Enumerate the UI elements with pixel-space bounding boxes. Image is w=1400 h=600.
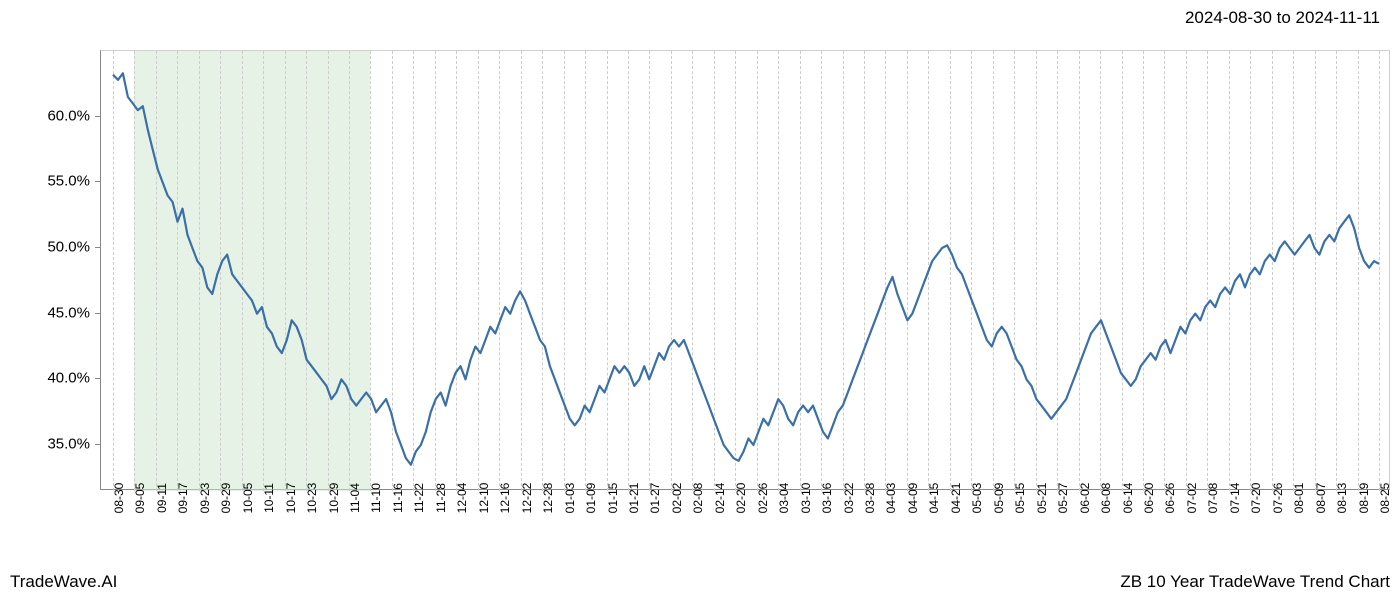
x-tick-label: 05-15 <box>1013 483 1027 514</box>
y-tick-mark <box>95 313 100 314</box>
x-tick-label: 03-16 <box>820 483 834 514</box>
x-tick-label: 06-02 <box>1078 483 1092 514</box>
x-tick-label: 04-15 <box>927 483 941 514</box>
series-line <box>113 73 1379 464</box>
x-tick-label: 06-20 <box>1142 483 1156 514</box>
y-tick-mark <box>95 247 100 248</box>
x-tick-label: 07-14 <box>1228 483 1242 514</box>
x-tick-label: 12-16 <box>498 483 512 514</box>
x-tick-label: 01-03 <box>563 483 577 514</box>
x-tick-label: 12-10 <box>477 483 491 514</box>
y-tick-label: 60.0% <box>10 107 90 124</box>
x-tick-label: 01-21 <box>627 483 641 514</box>
x-tick-label: 11-22 <box>412 483 426 513</box>
x-tick-label: 09-11 <box>155 483 169 513</box>
x-tick-label: 03-22 <box>842 483 856 514</box>
y-tick-label: 45.0% <box>10 304 90 321</box>
date-range-label: 2024-08-30 to 2024-11-11 <box>1185 8 1380 28</box>
x-tick-label: 03-28 <box>863 483 877 514</box>
x-tick-label: 12-28 <box>541 483 555 514</box>
x-tick-label: 04-21 <box>949 483 963 514</box>
x-tick-label: 05-21 <box>1035 483 1049 514</box>
y-tick-label: 50.0% <box>10 239 90 256</box>
y-tick-label: 55.0% <box>10 173 90 190</box>
x-tick-label: 08-13 <box>1335 483 1349 514</box>
trend-chart: 35.0%40.0%45.0%50.0%55.0%60.0% 08-3009-0… <box>100 50 1390 490</box>
x-tick-label: 03-10 <box>799 483 813 514</box>
x-tick-label: 09-17 <box>176 483 190 514</box>
x-tick-label: 07-26 <box>1271 483 1285 514</box>
chart-title: ZB 10 Year TradeWave Trend Chart <box>1120 572 1390 592</box>
x-tick-label: 10-05 <box>241 483 255 514</box>
x-tick-label: 07-20 <box>1249 483 1263 514</box>
x-tick-label: 11-28 <box>434 483 448 513</box>
x-tick-label: 01-15 <box>606 483 620 514</box>
x-tick-label: 05-03 <box>970 483 984 514</box>
x-tick-label: 04-09 <box>906 483 920 514</box>
x-tick-label: 09-05 <box>133 483 147 514</box>
x-tick-label: 10-11 <box>262 483 276 513</box>
x-tick-label: 07-02 <box>1185 483 1199 514</box>
x-tick-label: 01-27 <box>648 483 662 514</box>
y-tick-mark <box>95 378 100 379</box>
line-series <box>101 51 1391 491</box>
x-tick-label: 05-27 <box>1056 483 1070 514</box>
x-tick-label: 08-25 <box>1378 483 1392 514</box>
x-tick-label: 02-02 <box>670 483 684 514</box>
x-tick-label: 03-04 <box>777 483 791 514</box>
x-tick-label: 10-29 <box>327 483 341 514</box>
x-tick-label: 12-04 <box>455 483 469 514</box>
plot-area <box>100 50 1390 490</box>
x-tick-label: 08-07 <box>1314 483 1328 514</box>
x-tick-label: 10-17 <box>284 483 298 514</box>
x-tick-label: 06-08 <box>1099 483 1113 514</box>
x-tick-label: 02-20 <box>734 483 748 514</box>
x-tick-label: 04-03 <box>884 483 898 514</box>
x-tick-label: 01-09 <box>584 483 598 514</box>
brand-label: TradeWave.AI <box>10 572 117 592</box>
x-tick-label: 08-30 <box>112 483 126 514</box>
x-tick-label: 02-08 <box>691 483 705 514</box>
x-tick-label: 10-23 <box>305 483 319 514</box>
x-tick-label: 06-14 <box>1121 483 1135 514</box>
x-tick-label: 11-10 <box>369 483 383 513</box>
y-tick-mark <box>95 444 100 445</box>
x-tick-label: 11-16 <box>391 483 405 513</box>
y-tick-mark <box>95 116 100 117</box>
y-tick-label: 35.0% <box>10 436 90 453</box>
x-tick-label: 02-26 <box>756 483 770 514</box>
x-tick-label: 07-08 <box>1206 483 1220 514</box>
x-tick-label: 11-04 <box>348 483 362 513</box>
y-tick-label: 40.0% <box>10 370 90 387</box>
x-tick-label: 09-23 <box>198 483 212 514</box>
x-tick-label: 06-26 <box>1163 483 1177 514</box>
y-tick-mark <box>95 181 100 182</box>
x-tick-label: 08-01 <box>1292 483 1306 514</box>
x-tick-label: 09-29 <box>219 483 233 514</box>
x-tick-label: 08-19 <box>1357 483 1371 514</box>
x-tick-label: 12-22 <box>520 483 534 514</box>
x-tick-label: 05-09 <box>992 483 1006 514</box>
x-tick-label: 02-14 <box>713 483 727 514</box>
